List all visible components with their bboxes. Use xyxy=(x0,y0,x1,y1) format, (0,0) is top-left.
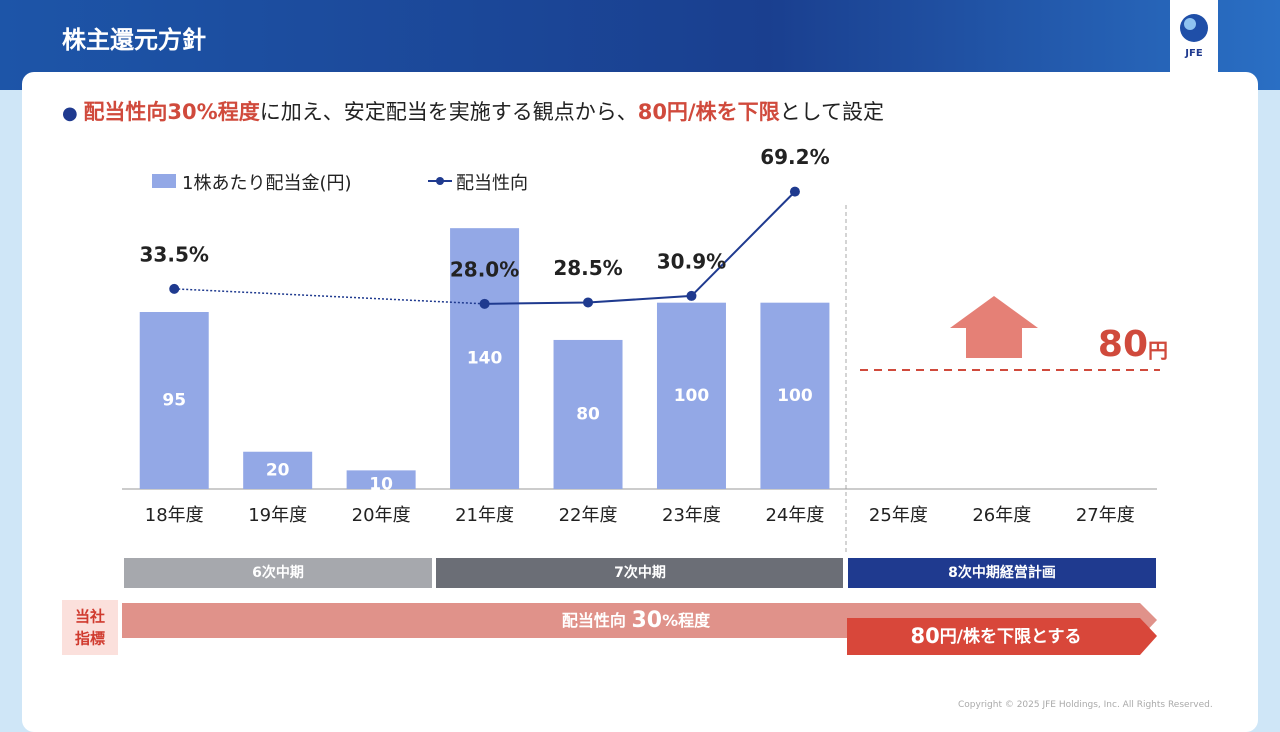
bar-label: 20 xyxy=(266,460,290,480)
bar-label: 100 xyxy=(674,386,710,406)
line-label: 69.2% xyxy=(760,145,829,169)
line-label: 28.5% xyxy=(553,256,622,280)
phase-label: 8次中期経営計画 xyxy=(948,564,1056,581)
headline-part: 配当性向30%程度 xyxy=(83,100,260,124)
legend-label: 1株あたり配当金(円) xyxy=(182,173,352,194)
floor-part: 80 xyxy=(911,624,940,648)
x-tick-label: 25年度 xyxy=(869,505,928,526)
indicator-label: 指標 xyxy=(75,630,105,648)
policy-text: 配当性向 30%程度 xyxy=(562,608,711,633)
bar xyxy=(243,451,313,489)
line-point xyxy=(789,186,800,197)
target-value: 80 xyxy=(1098,324,1148,365)
up-arrow xyxy=(950,296,1038,358)
logo: JFE xyxy=(1170,0,1218,72)
indicator-box xyxy=(62,600,118,655)
policy-part: %程度 xyxy=(662,611,711,630)
bar xyxy=(656,302,726,489)
bar-label: 140 xyxy=(467,349,503,369)
indicator-label: 当社 xyxy=(75,608,105,626)
floor-part: 円/株を下限とする xyxy=(940,626,1082,647)
legend-swatch xyxy=(152,174,176,188)
line-point xyxy=(583,297,594,308)
line-point xyxy=(686,290,697,301)
phase xyxy=(124,558,432,588)
phase-label: 6次中期 xyxy=(252,564,304,581)
line-point xyxy=(479,298,490,309)
bar xyxy=(553,339,623,489)
line-label: 28.0% xyxy=(450,257,519,281)
policy-part: 配当性向 xyxy=(562,611,632,630)
headline-part: 80円/株を下限 xyxy=(637,100,780,124)
gap-line xyxy=(174,288,485,305)
headline-part: として設定 xyxy=(779,100,884,124)
x-tick-label: 26年度 xyxy=(972,505,1031,526)
line xyxy=(484,190,796,305)
line-point xyxy=(169,283,180,294)
bar-label: 100 xyxy=(777,386,813,406)
bar-label: 80 xyxy=(576,404,600,424)
x-tick-label: 22年度 xyxy=(559,505,618,526)
legend-swatch xyxy=(436,177,444,185)
x-tick-label: 20年度 xyxy=(352,505,411,526)
x-tick-label: 21年度 xyxy=(455,505,514,526)
floor-text: 80円/株を下限とする xyxy=(911,624,1082,648)
target-unit: 円 xyxy=(1148,339,1168,363)
logo-mark xyxy=(1180,14,1208,42)
headline: ● 配当性向30%程度に加え、安定配当を実施する観点から、80円/株を下限として… xyxy=(62,100,884,124)
bar-label: 95 xyxy=(162,391,186,411)
phase xyxy=(848,558,1156,588)
title: 株主還元方針 xyxy=(62,26,206,54)
bar xyxy=(760,302,830,489)
copyright: Copyright © 2025 JFE Holdings, Inc. All … xyxy=(958,700,1213,710)
headline-part: に加え、安定配当を実施する観点から、 xyxy=(259,100,638,124)
phase-label: 7次中期 xyxy=(614,564,666,581)
bar xyxy=(450,228,520,489)
bar xyxy=(346,470,416,489)
line-label: 30.9% xyxy=(657,249,726,273)
policy-part: 30 xyxy=(631,608,662,633)
bar xyxy=(139,312,209,489)
bar-label: 10 xyxy=(369,475,393,495)
floor-arrow xyxy=(847,618,1157,655)
phase xyxy=(436,558,843,588)
x-tick-label: 18年度 xyxy=(145,505,204,526)
line-label: 33.5% xyxy=(140,242,209,266)
logo-text: JFE xyxy=(1185,48,1203,59)
x-tick-label: 23年度 xyxy=(662,505,721,526)
legend-label: 配当性向 xyxy=(456,173,528,194)
x-tick-label: 19年度 xyxy=(248,505,307,526)
x-tick-label: 27年度 xyxy=(1076,505,1135,526)
x-tick-label: 24年度 xyxy=(765,505,824,526)
